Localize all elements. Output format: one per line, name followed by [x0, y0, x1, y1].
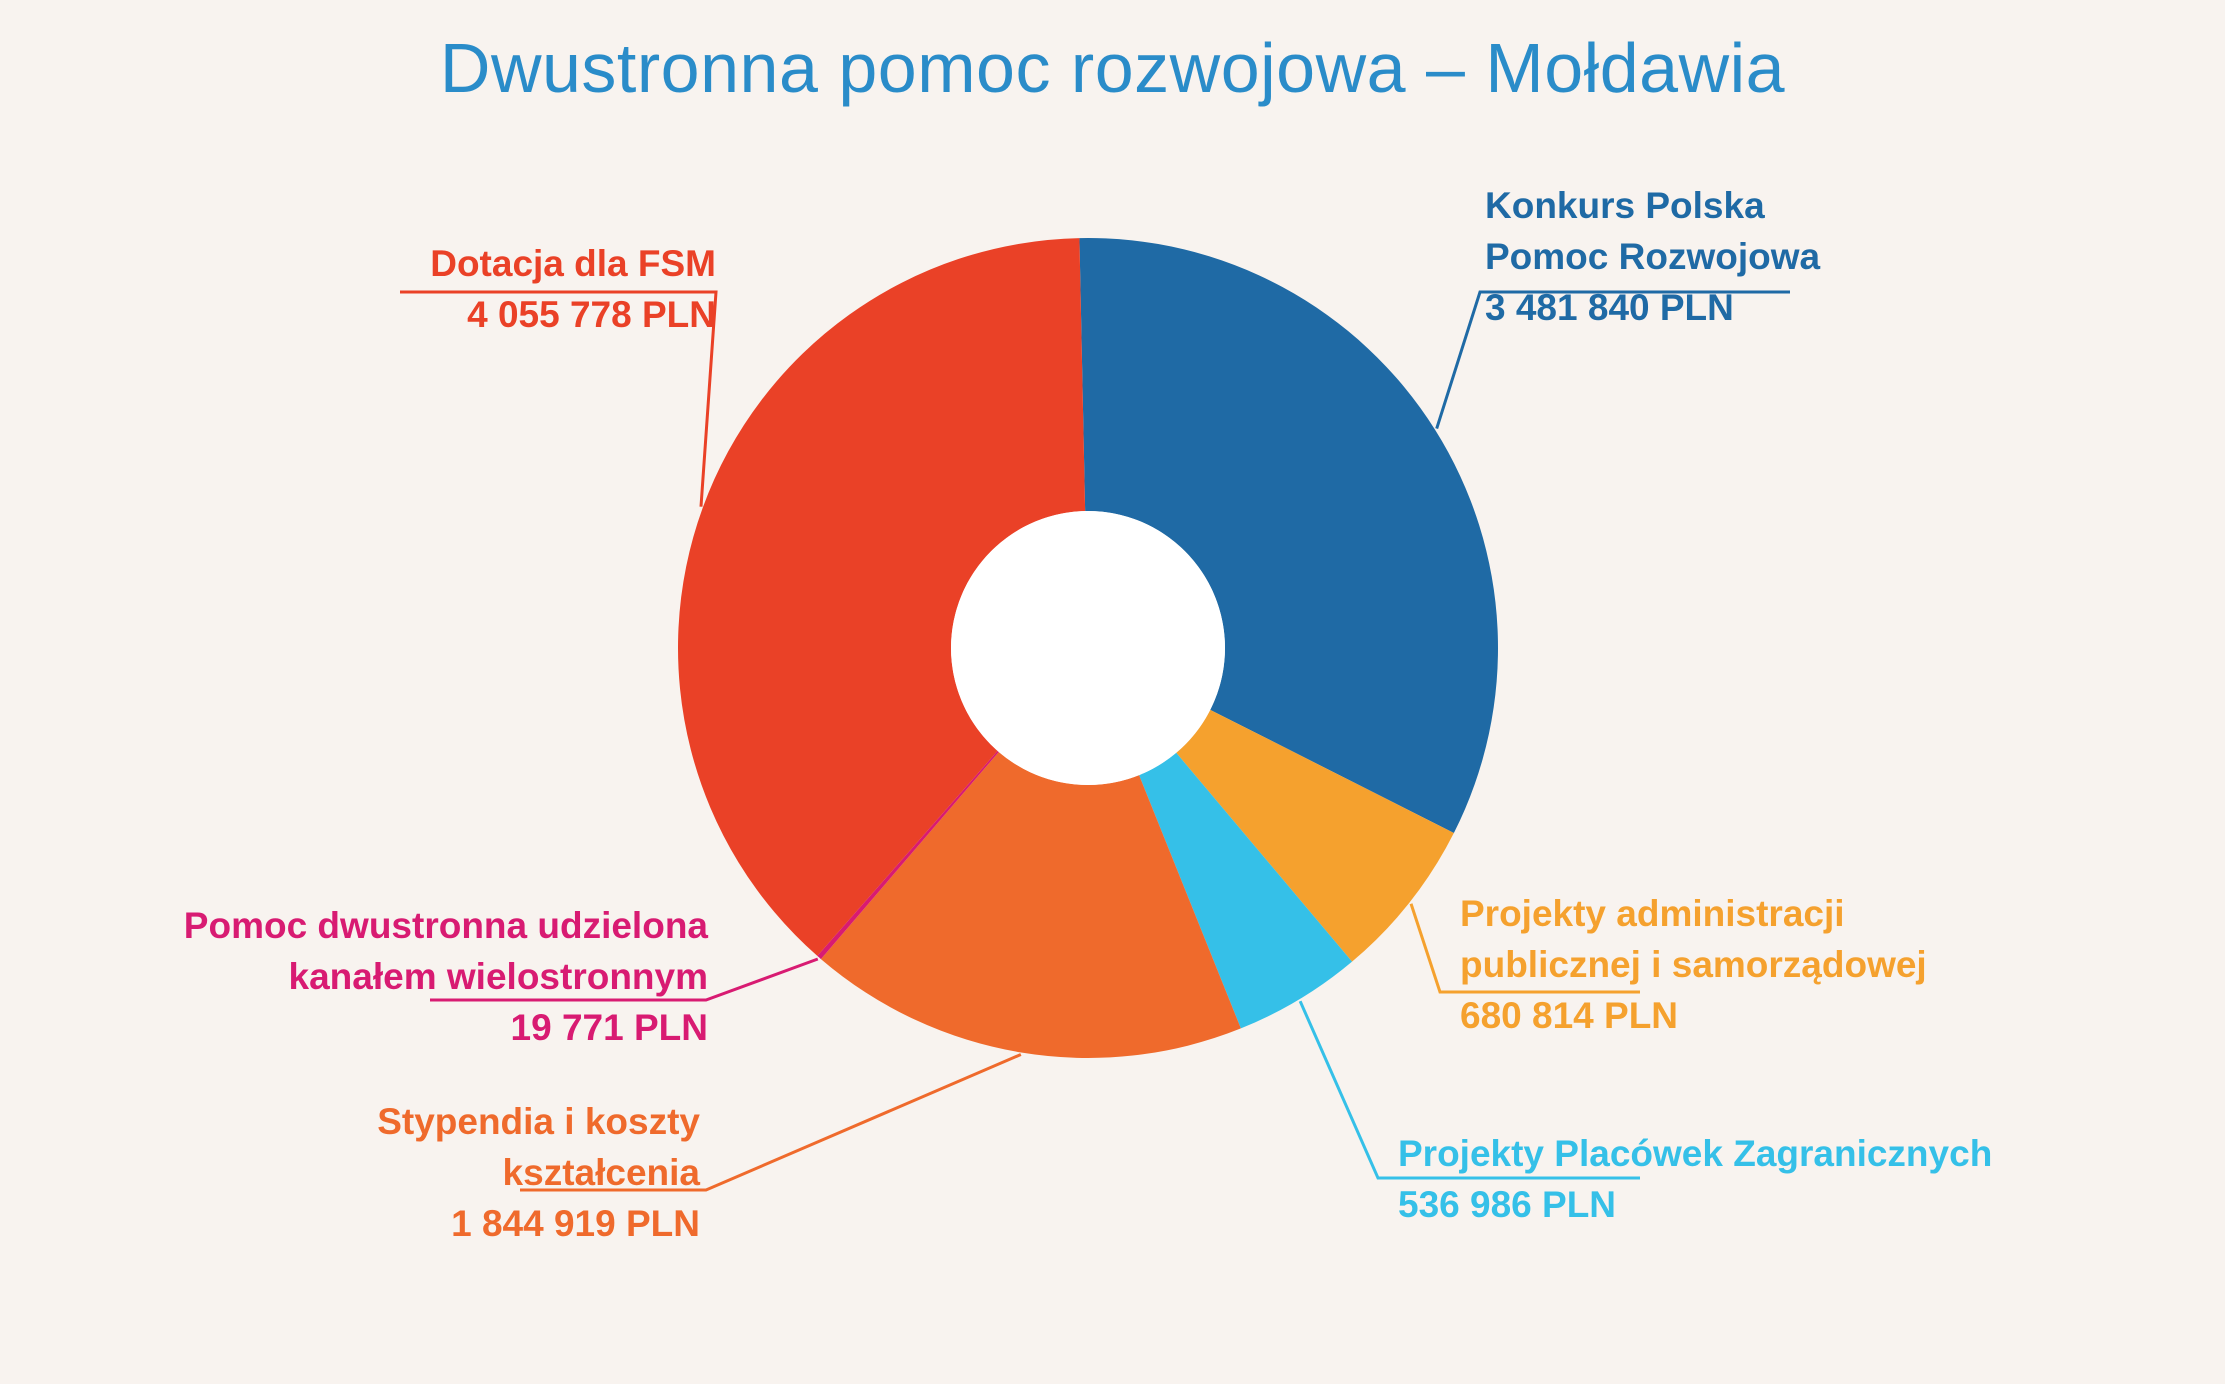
- slice-label-line: Stypendia i koszty: [377, 1101, 700, 1142]
- leader-line: [1409, 903, 1640, 994]
- donut-slice: [1176, 709, 1454, 962]
- slice-value: 1 844 919 PLN: [451, 1203, 700, 1244]
- slice-label: Projekty Placówek Zagranicznych 536 986 P…: [1398, 1128, 1992, 1230]
- slice-label-line: kanałem wielostronnym: [288, 956, 708, 997]
- leader-line: [430, 957, 819, 1002]
- slice-label-line: Pomoc dwustronna udzielona: [183, 905, 708, 946]
- slice-label-line: kształcenia: [502, 1152, 700, 1193]
- slice-label-line: Pomoc Rozwojowa: [1485, 236, 1821, 277]
- slice-label-line: Projekty Placówek Zagranicznych: [1398, 1133, 1993, 1174]
- slice-value: 536 986 PLN: [1398, 1184, 1617, 1225]
- slice-label: Projekty administracji publicznej i samor…: [1460, 888, 1927, 1041]
- slice-value: 680 814 PLN: [1460, 995, 1679, 1036]
- slice-label: Stypendia i koszty kształcenia 1 844 919 P…: [377, 1096, 700, 1249]
- donut-slice: [1079, 238, 1499, 834]
- leader-line: [520, 1053, 1022, 1192]
- slice-label: Dotacja dla FSM 4 055 778 PLN: [430, 238, 716, 340]
- donut-slice: [1139, 752, 1353, 1029]
- leader-line: [1435, 290, 1790, 429]
- slice-value: 4 055 778 PLN: [467, 294, 716, 335]
- donut-slice: [677, 238, 1086, 956]
- slice-label-line: publicznej i samorządowej: [1460, 944, 1927, 985]
- donut-hole: [951, 511, 1225, 785]
- slice-label-line: Projekty administracji: [1460, 893, 1845, 934]
- donut-slice: [820, 751, 1241, 1058]
- slice-label: Konkurs Polska Pomoc Rozwojowa 3 481 840 P…: [1485, 180, 1820, 333]
- slice-label: Pomoc dwustronna udzielona kanałem wielos…: [184, 900, 708, 1053]
- chart-title: Dwustronna pomoc rozwojowa – Mołdawia: [439, 29, 1786, 107]
- slice-value: 19 771 PLN: [510, 1007, 708, 1048]
- leader-line: [1298, 1000, 1640, 1180]
- slice-label-line: Konkurs Polska: [1485, 185, 1765, 226]
- leader-line: [400, 290, 718, 507]
- slice-value: 3 481 840 PLN: [1485, 287, 1734, 328]
- slice-label-line: Dotacja dla FSM: [430, 243, 716, 284]
- donut-slice: [817, 750, 999, 960]
